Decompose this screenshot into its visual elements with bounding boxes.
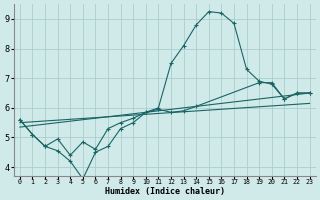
X-axis label: Humidex (Indice chaleur): Humidex (Indice chaleur) — [105, 187, 225, 196]
